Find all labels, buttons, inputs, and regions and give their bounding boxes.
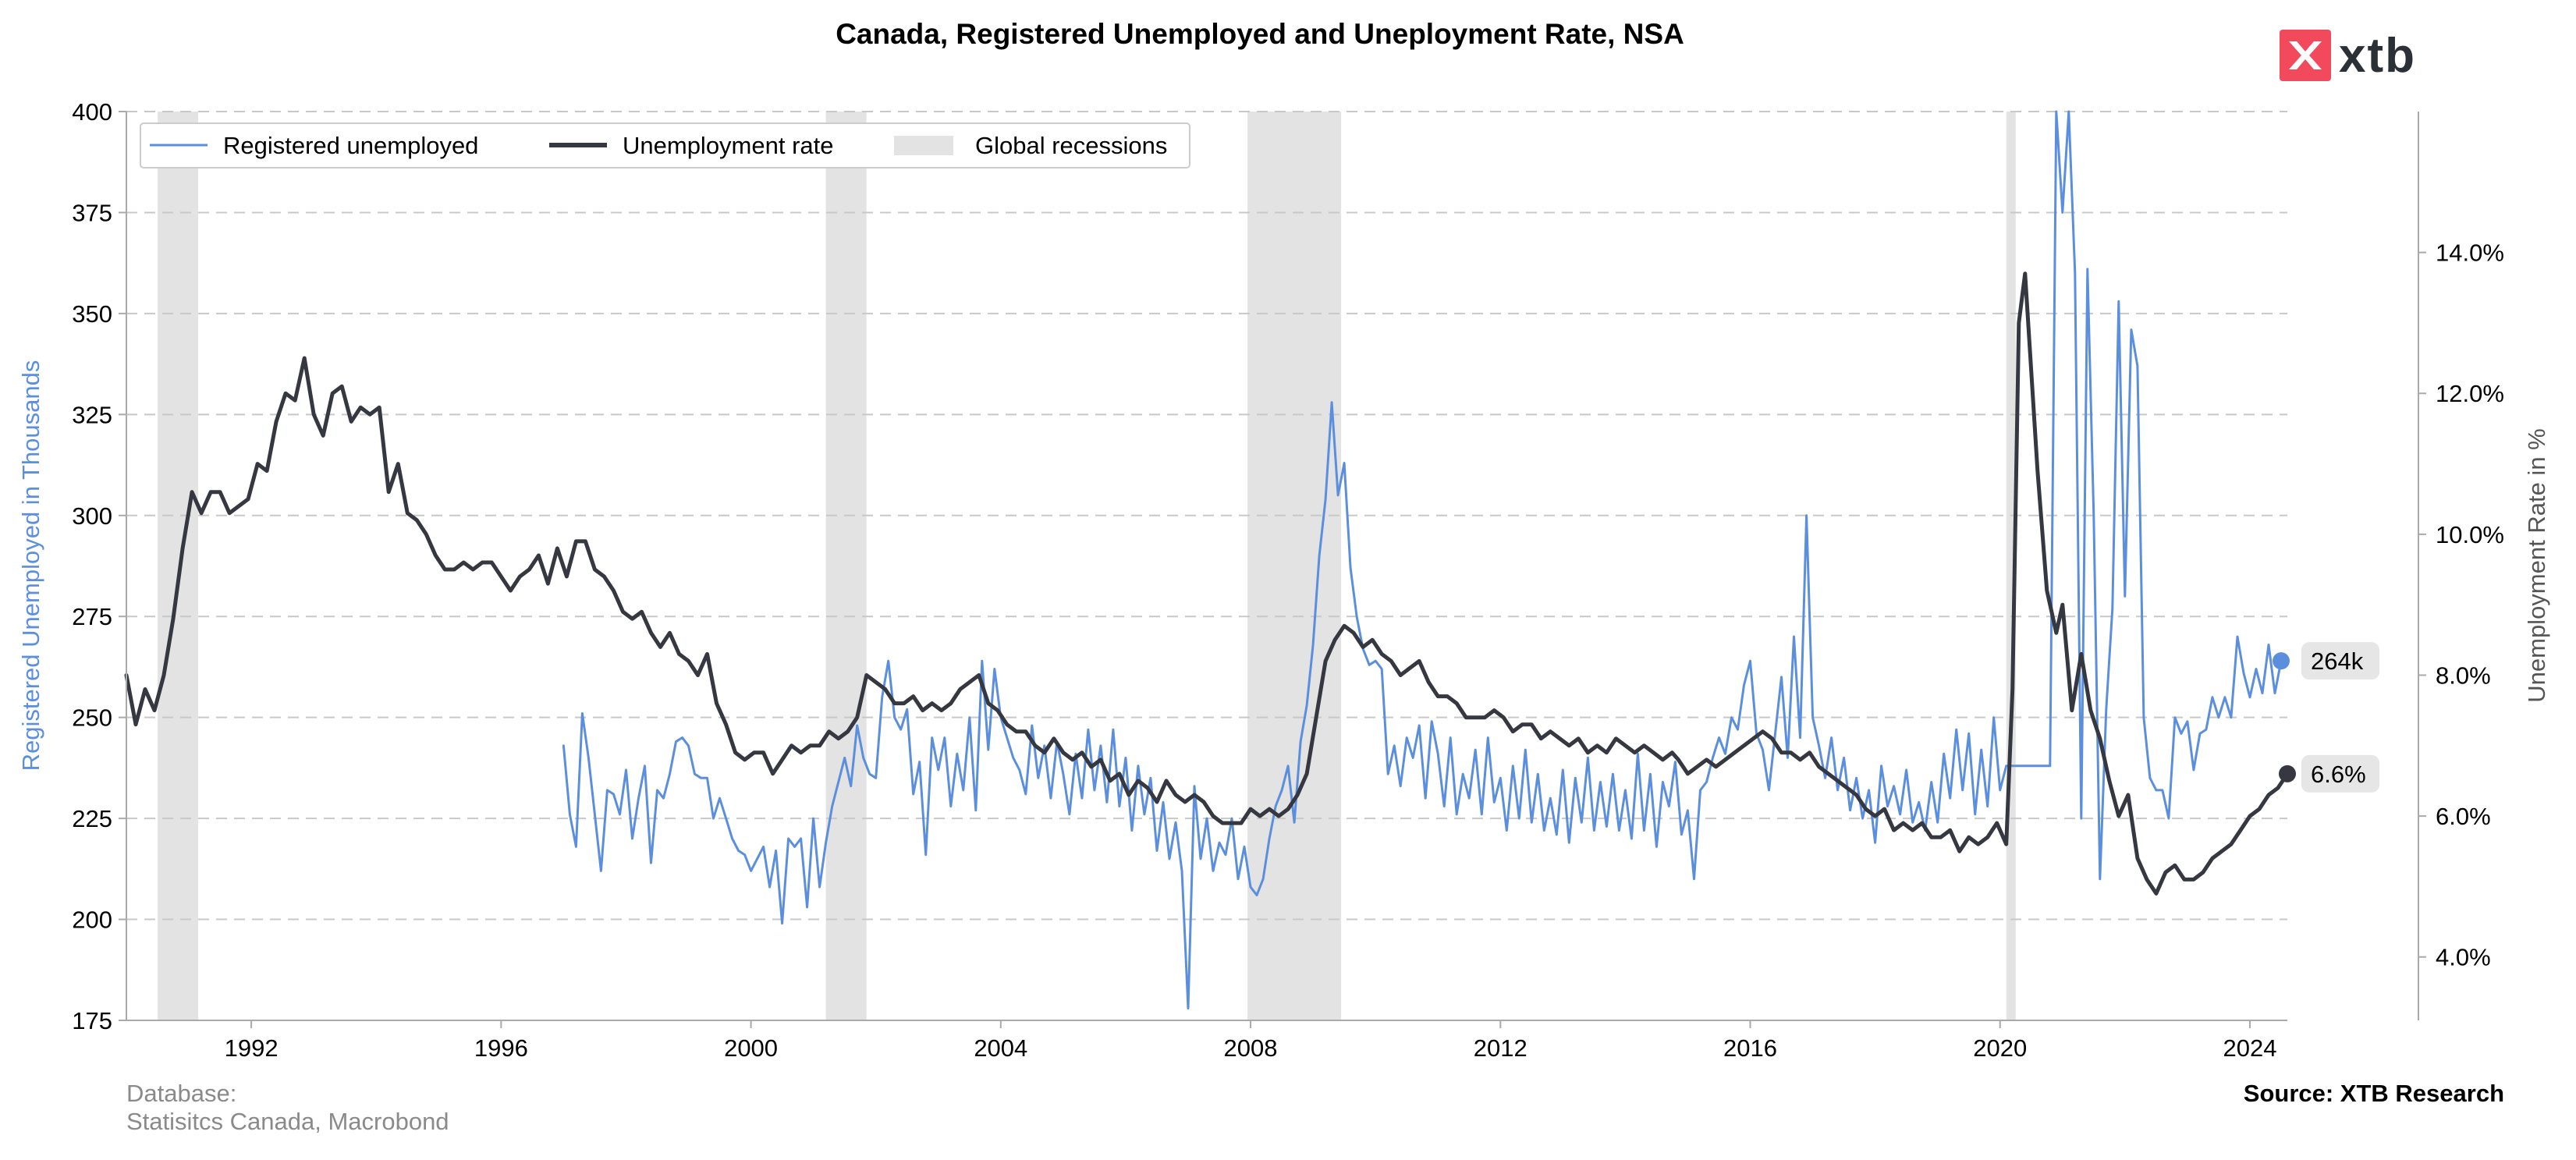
y2-tick-label: 4.0% — [2436, 944, 2491, 971]
recession-band-0 — [158, 112, 199, 1020]
x-tick-label: 2004 — [974, 1034, 1027, 1062]
legend-label-registered: Registered unemployed — [223, 132, 478, 159]
y-tick-label: 250 — [72, 704, 112, 732]
series-registered-unemployed — [562, 110, 2283, 1009]
chart-title: Canada, Registered Unemployed and Uneplo… — [836, 18, 1684, 50]
xtb-x-icon — [2280, 30, 2331, 81]
legend-swatch-recession — [894, 136, 953, 155]
end-value-annotations: 264k 6.6% — [2272, 642, 2379, 793]
y-tick-label: 300 — [72, 502, 112, 530]
grid-lines — [126, 111, 2287, 921]
y2-tick-label: 10.0% — [2436, 521, 2504, 548]
x-tick-label: 2008 — [1224, 1034, 1278, 1062]
x-tick-label: 2020 — [1973, 1034, 2027, 1062]
series-lines — [124, 110, 2290, 1009]
y-tick-label: 400 — [72, 98, 112, 126]
x-tick-label: 2016 — [1723, 1034, 1777, 1062]
y2-axis-ticks: 4.0% 6.0% 8.0% 10.0% 12.0% 14.0% — [2418, 239, 2504, 971]
rate-value-badge — [2301, 754, 2379, 793]
database-sources: Statisitcs Canada, Macrobond — [126, 1108, 449, 1135]
y-tick-label: 225 — [72, 805, 112, 832]
x-tick-label: 2024 — [2223, 1034, 2276, 1062]
x-tick-label: 1996 — [474, 1034, 528, 1062]
rate-end-marker — [2279, 764, 2296, 782]
series-unemployment-rate — [124, 271, 2290, 896]
footer-database: Database: Statisitcs Canada, Macrobond — [126, 1080, 449, 1136]
y-tick-label: 275 — [72, 603, 112, 630]
registered-value-label: 264k — [2311, 647, 2364, 675]
y-tick-label: 375 — [72, 199, 112, 226]
x-tick-label: 1992 — [225, 1034, 279, 1062]
recession-band-1 — [825, 112, 867, 1020]
source-credit: Source: XTB Research — [2243, 1080, 2504, 1107]
y2-axis-label: Unemployment Rate in % — [2523, 428, 2550, 703]
legend-label-recession: Global recessions — [975, 132, 1167, 159]
y-tick-label: 200 — [72, 906, 112, 934]
registered-value-badge — [2301, 642, 2379, 680]
legend-label-rate: Unemployment rate — [623, 132, 834, 159]
registered-end-marker — [2272, 652, 2290, 670]
x-axis-ticks: 1992 1996 2000 2004 2008 2012 2016 2020 2024 — [225, 1020, 2276, 1062]
y2-tick-label: 14.0% — [2436, 239, 2504, 267]
xtb-logo-text: xtb — [2339, 28, 2416, 83]
database-label: Database: — [126, 1080, 237, 1107]
legend-box — [140, 122, 1190, 169]
y2-tick-label: 8.0% — [2436, 662, 2491, 689]
x-tick-label: 2012 — [1474, 1034, 1528, 1062]
legend: Registered unemployed Unemployment rate … — [140, 122, 1190, 169]
y-tick-label: 325 — [72, 401, 112, 428]
y-axis-label: Registered Unemployed in Thousands — [17, 360, 44, 772]
y2-tick-label: 6.0% — [2436, 803, 2491, 830]
y2-tick-label: 12.0% — [2436, 380, 2504, 407]
xtb-logo: xtb — [2280, 28, 2416, 83]
recession-bands — [158, 112, 2016, 1020]
recession-band-2 — [1247, 112, 1342, 1020]
y-tick-label: 175 — [72, 1007, 112, 1034]
y-tick-label: 350 — [72, 300, 112, 328]
x-tick-label: 2000 — [724, 1034, 778, 1062]
y-axis-ticks: 175 200 225 250 275 300 325 350 375 400 — [72, 98, 126, 1034]
rate-value-label: 6.6% — [2311, 761, 2366, 788]
